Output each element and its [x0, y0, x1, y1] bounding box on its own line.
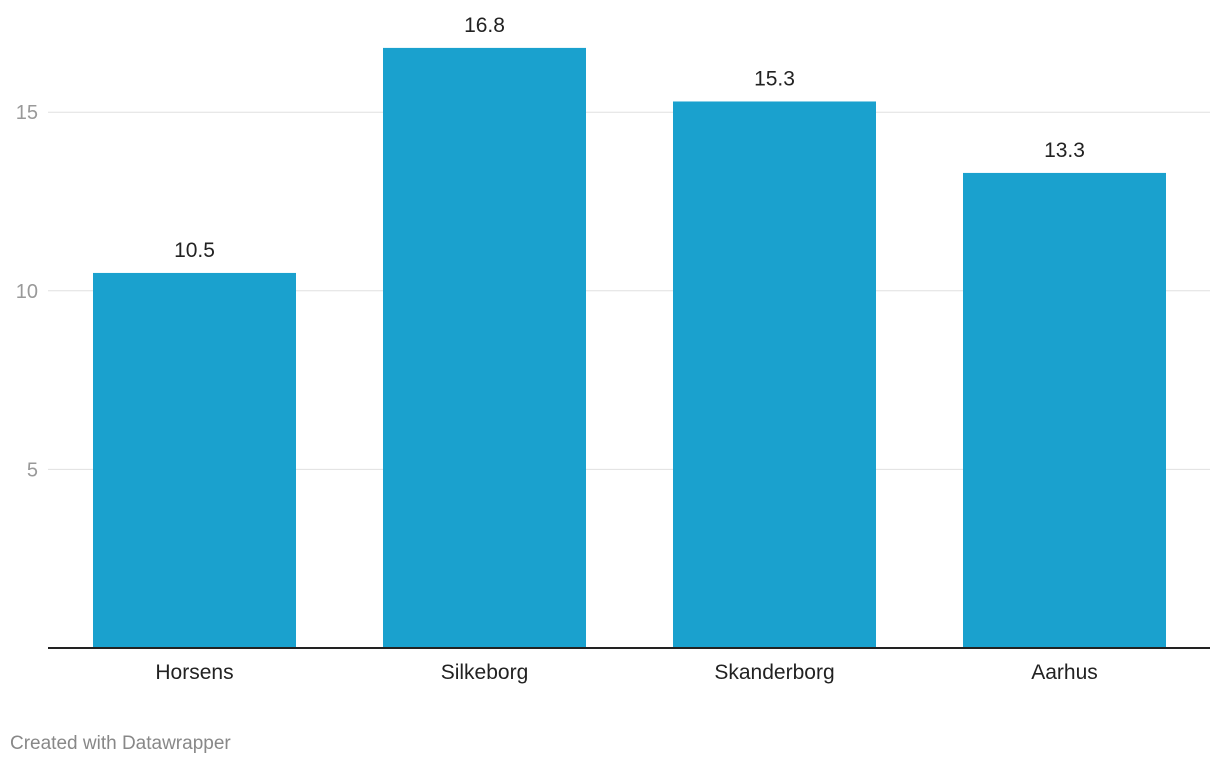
x-tick-label: Horsens: [155, 661, 233, 684]
y-tick-label: 15: [16, 102, 38, 124]
value-label: 16.8: [464, 14, 505, 37]
value-label: 15.3: [754, 67, 795, 90]
x-tick-label: Aarhus: [1031, 661, 1098, 684]
value-label: 10.5: [174, 239, 215, 262]
value-label: 13.3: [1044, 139, 1085, 162]
y-tick-label: 10: [16, 281, 38, 303]
bar-chart: 5 10 15 10.5 Horsens 16.8 Silkeborg 15.3 Skander…: [16, 14, 1210, 684]
x-tick-label: Skanderborg: [714, 661, 834, 684]
x-tick-label: Silkeborg: [441, 661, 529, 684]
bar: [963, 172, 1166, 648]
credit-footer: Created with Datawrapper: [10, 733, 231, 754]
bar: [673, 101, 876, 648]
y-tick-label: 5: [27, 459, 38, 481]
bar: [93, 272, 296, 648]
bar: [383, 47, 586, 649]
